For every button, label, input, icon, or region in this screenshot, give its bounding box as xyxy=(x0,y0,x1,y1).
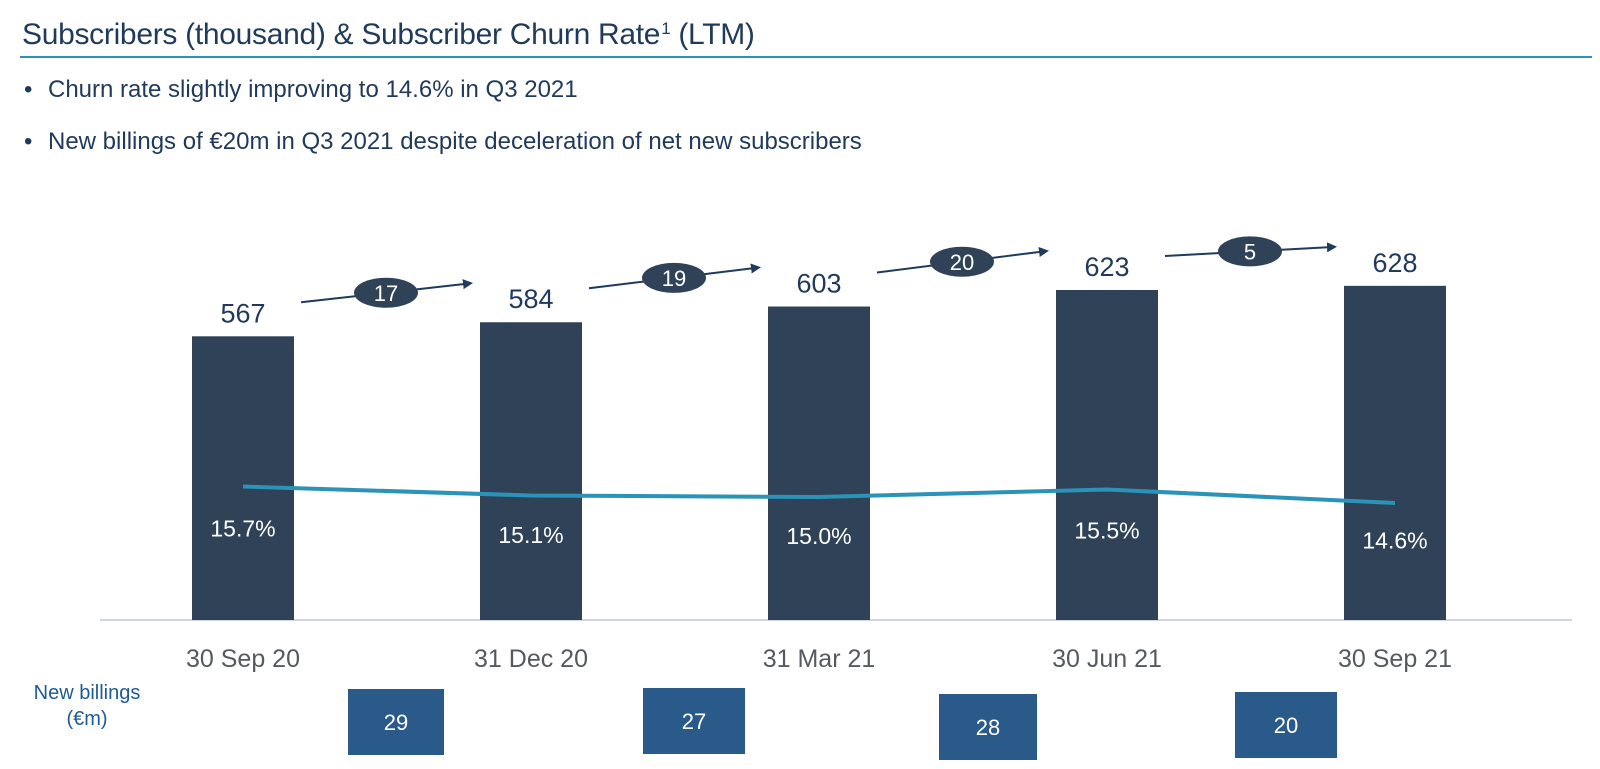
churn-rate-label: 14.6% xyxy=(1362,527,1427,553)
new-billings-box: 27 xyxy=(643,688,745,754)
net-new-arrow: 20 xyxy=(876,246,1049,277)
new-billings-value: 29 xyxy=(384,710,408,735)
net-new-bubble xyxy=(642,262,706,293)
bar-value-label: 567 xyxy=(220,298,265,328)
new-billings-label: New billings (€m) xyxy=(22,680,152,732)
new-billings-value: 20 xyxy=(1274,713,1298,738)
new-billings-box: 28 xyxy=(939,694,1037,760)
subscriber-bar xyxy=(192,336,294,620)
net-new-value: 19 xyxy=(662,266,686,291)
churn-rate-label: 15.1% xyxy=(498,522,563,548)
x-tick-label: 31 Mar 21 xyxy=(763,645,876,673)
net-new-value: 5 xyxy=(1244,239,1256,264)
new-billings-label-line2: (€m) xyxy=(66,708,108,730)
churn-rate-label: 15.0% xyxy=(786,523,851,549)
title-footnote-marker: 1 xyxy=(661,19,671,38)
title-text: Subscribers (thousand) & Subscriber Chur… xyxy=(22,18,661,51)
bar-value-label: 584 xyxy=(508,284,553,314)
bar-value-label: 603 xyxy=(796,269,841,299)
title-suffix: (LTM) xyxy=(678,18,755,51)
churn-rate-line xyxy=(242,484,1396,505)
net-new-bubble xyxy=(354,277,418,308)
bar-value-label: 628 xyxy=(1372,248,1417,278)
net-new-value: 17 xyxy=(374,281,398,306)
subscriber-bar xyxy=(480,322,582,620)
new-billings-box-rect xyxy=(348,689,444,755)
new-billings-label-line1: New billings xyxy=(33,682,141,704)
x-tick-label: 30 Sep 20 xyxy=(186,645,300,673)
new-billings-value: 28 xyxy=(976,715,1000,740)
x-tick-label: 31 Dec 20 xyxy=(474,645,588,673)
bullet-item: Churn rate slightly improving to 14.6% i… xyxy=(24,70,1124,122)
churn-rate-label: 15.5% xyxy=(1074,518,1139,544)
new-billings-box-rect xyxy=(643,688,745,754)
slide-header: Subscribers (thousand) & Subscriber Chur… xyxy=(20,8,1592,58)
net-new-value: 20 xyxy=(950,250,974,275)
new-billings-value: 27 xyxy=(682,709,706,734)
bullet-list: Churn rate slightly improving to 14.6% i… xyxy=(24,70,1124,174)
net-new-bubble xyxy=(930,246,994,277)
net-new-arrow: 5 xyxy=(1164,236,1337,267)
slide-title: Subscribers (thousand) & Subscriber Chur… xyxy=(22,18,755,52)
bullet-item: New billings of €20m in Q3 2021 despite … xyxy=(24,122,1124,174)
new-billings-box-rect xyxy=(939,694,1037,760)
churn-rate-label: 15.7% xyxy=(210,515,275,541)
bar-value-label: 623 xyxy=(1084,252,1129,282)
new-billings-box-rect xyxy=(1235,692,1337,758)
net-new-arrow: 19 xyxy=(588,262,761,293)
x-tick-label: 30 Jun 21 xyxy=(1052,645,1162,673)
subscriber-bar xyxy=(768,306,870,620)
new-billings-box: 20 xyxy=(1235,692,1337,758)
net-new-arrow: 17 xyxy=(300,277,473,308)
subscriber-bar xyxy=(1344,285,1446,620)
x-tick-label: 30 Sep 21 xyxy=(1338,645,1452,673)
subscriber-bar xyxy=(1056,289,1158,620)
new-billings-box: 29 xyxy=(348,689,444,755)
net-new-bubble xyxy=(1218,236,1282,267)
